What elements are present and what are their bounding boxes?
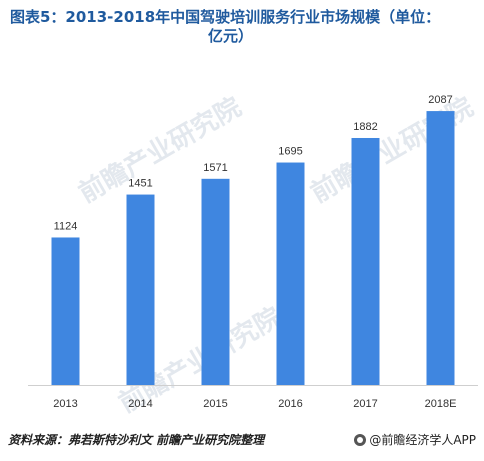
value-label-group: 1124 1451 1571 1695 1882 2087 bbox=[54, 94, 453, 232]
value-label-2014: 1451 bbox=[128, 178, 152, 190]
brand-logo-icon bbox=[354, 433, 367, 446]
x-tick-label-2016: 2016 bbox=[278, 398, 302, 410]
value-label-2013: 1124 bbox=[54, 220, 78, 232]
brand-credit-text: @前瞻经济学人APP bbox=[369, 433, 476, 447]
value-label-2017: 1882 bbox=[353, 121, 377, 133]
source-note: 资料来源：弗若斯特沙利文 前瞻产业研究院整理 bbox=[8, 433, 265, 447]
x-tick-label-2014: 2014 bbox=[128, 398, 152, 410]
bar-2014 bbox=[126, 194, 155, 385]
value-label-2018E: 2087 bbox=[428, 94, 452, 106]
chart-title-line1: 图表5：2013-2018年中国驾驶培训服务行业市场规模（单位： bbox=[10, 8, 441, 26]
bar-2016 bbox=[276, 162, 305, 385]
x-tick-label-2017: 2017 bbox=[353, 398, 377, 410]
value-label-2015: 1571 bbox=[203, 162, 227, 174]
bar-2013 bbox=[51, 237, 80, 385]
bar-2015 bbox=[201, 178, 230, 385]
bar-2017 bbox=[351, 137, 380, 385]
x-tick-label-group: 2013 2014 2015 2016 2017 2018E bbox=[53, 398, 456, 410]
value-label-2016: 1695 bbox=[278, 146, 302, 158]
chart-title: 图表5：2013-2018年中国驾驶培训服务行业市场规模（单位： 亿元） bbox=[10, 8, 472, 46]
bar-2018E bbox=[426, 111, 455, 386]
x-tick-label-2018E: 2018E bbox=[425, 398, 457, 410]
x-tick-label-2015: 2015 bbox=[203, 398, 227, 410]
brand-credit: @前瞻经济学人APP bbox=[354, 431, 476, 448]
bar-group bbox=[51, 111, 455, 386]
chart-title-line2: 亿元） bbox=[208, 27, 254, 45]
x-tick-label-2013: 2013 bbox=[53, 398, 77, 410]
